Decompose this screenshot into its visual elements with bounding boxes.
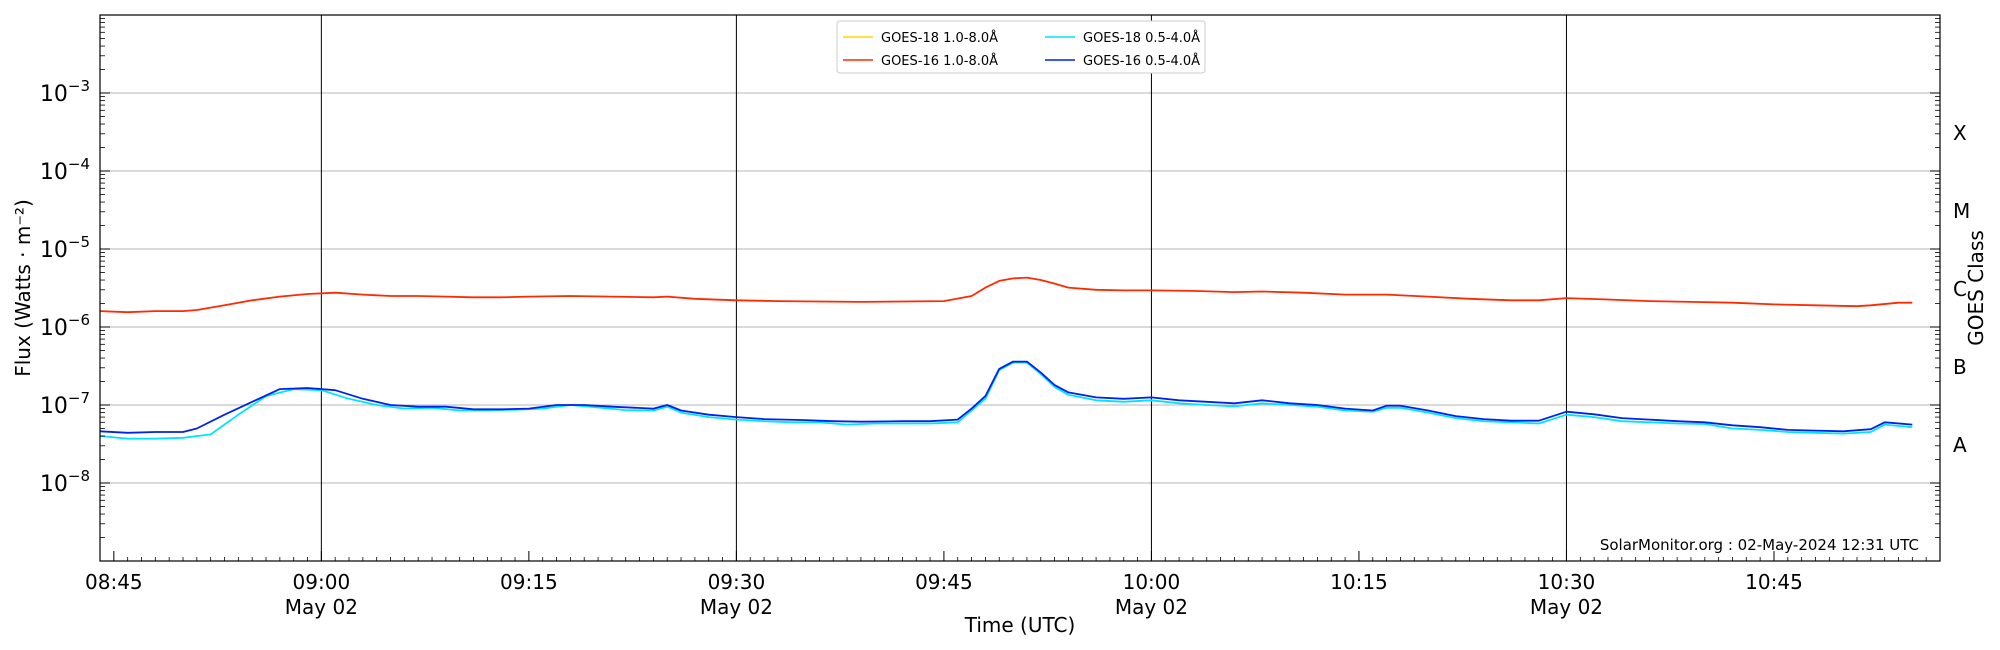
x-tick-label: 10:15 (1330, 570, 1388, 594)
x-tick-label: 09:15 (500, 570, 558, 594)
x-tick-date-label: May 02 (1115, 595, 1188, 619)
x-tick-label: 09:30 (708, 570, 766, 594)
legend-label-goes18-short: GOES-18 0.5-4.0Å (1083, 30, 1200, 46)
x-tick-date-label: May 02 (700, 595, 773, 619)
series-lines (99, 276, 1913, 440)
x-axis-label: Time (UTC) (964, 613, 1076, 637)
time-marker-lines (320, 15, 1567, 561)
secondary-axis-label: GOES Class (1964, 230, 1988, 346)
watermark-text: SolarMonitor.org : 02-May-2024 12:31 UTC (1600, 536, 1919, 554)
x-tick-label: 10:30 (1538, 570, 1596, 594)
goes-class-a: A (1953, 433, 1967, 457)
x-tick-label: 10:00 (1123, 570, 1181, 594)
legend: GOES-18 1.0-8.0Å GOES-18 0.5-4.0Å GOES-1… (836, 20, 1206, 74)
y-tick-label: 10−8 (40, 467, 90, 497)
goes-class-c: C (1953, 277, 1967, 301)
legend-label-goes18-long: GOES-18 1.0-8.0Å (881, 30, 998, 46)
y-tick-label: 10−7 (40, 389, 90, 419)
x-tick-label: 09:00 (293, 570, 351, 594)
legend-label-goes16-short: GOES-16 0.5-4.0Å (1083, 53, 1200, 69)
series-line-3 (99, 360, 1913, 434)
y-tick-label: 10−3 (40, 77, 90, 107)
y-axis-label: Flux (Watts · m⁻²) (11, 199, 35, 377)
series-line-2 (99, 276, 1913, 314)
goes-class-m: M (1953, 199, 1970, 223)
x-tick-date-label: May 02 (1530, 595, 1603, 619)
grid-lines (100, 92, 1940, 484)
y-tick-label: 10−4 (40, 155, 90, 185)
goes-class-labels: A B C M X (1953, 121, 1970, 457)
x-tick-label: 08:45 (85, 570, 143, 594)
plot-frame (99, 14, 1941, 562)
legend-box (836, 20, 1206, 74)
x-tick-date-label: May 02 (285, 595, 358, 619)
y-tick-label: 10−6 (40, 311, 90, 341)
x-tick-label: 10:45 (1745, 570, 1803, 594)
goes-class-b: B (1953, 355, 1967, 379)
y-tick-label: 10−5 (40, 233, 90, 263)
goes-class-x: X (1953, 121, 1967, 145)
y-axis-ticks: 10−8 10−7 10−6 10−5 10−4 10−3 (40, 18, 1940, 538)
legend-label-goes16-long: GOES-16 1.0-8.0Å (881, 53, 998, 69)
x-tick-label: 09:45 (915, 570, 973, 594)
